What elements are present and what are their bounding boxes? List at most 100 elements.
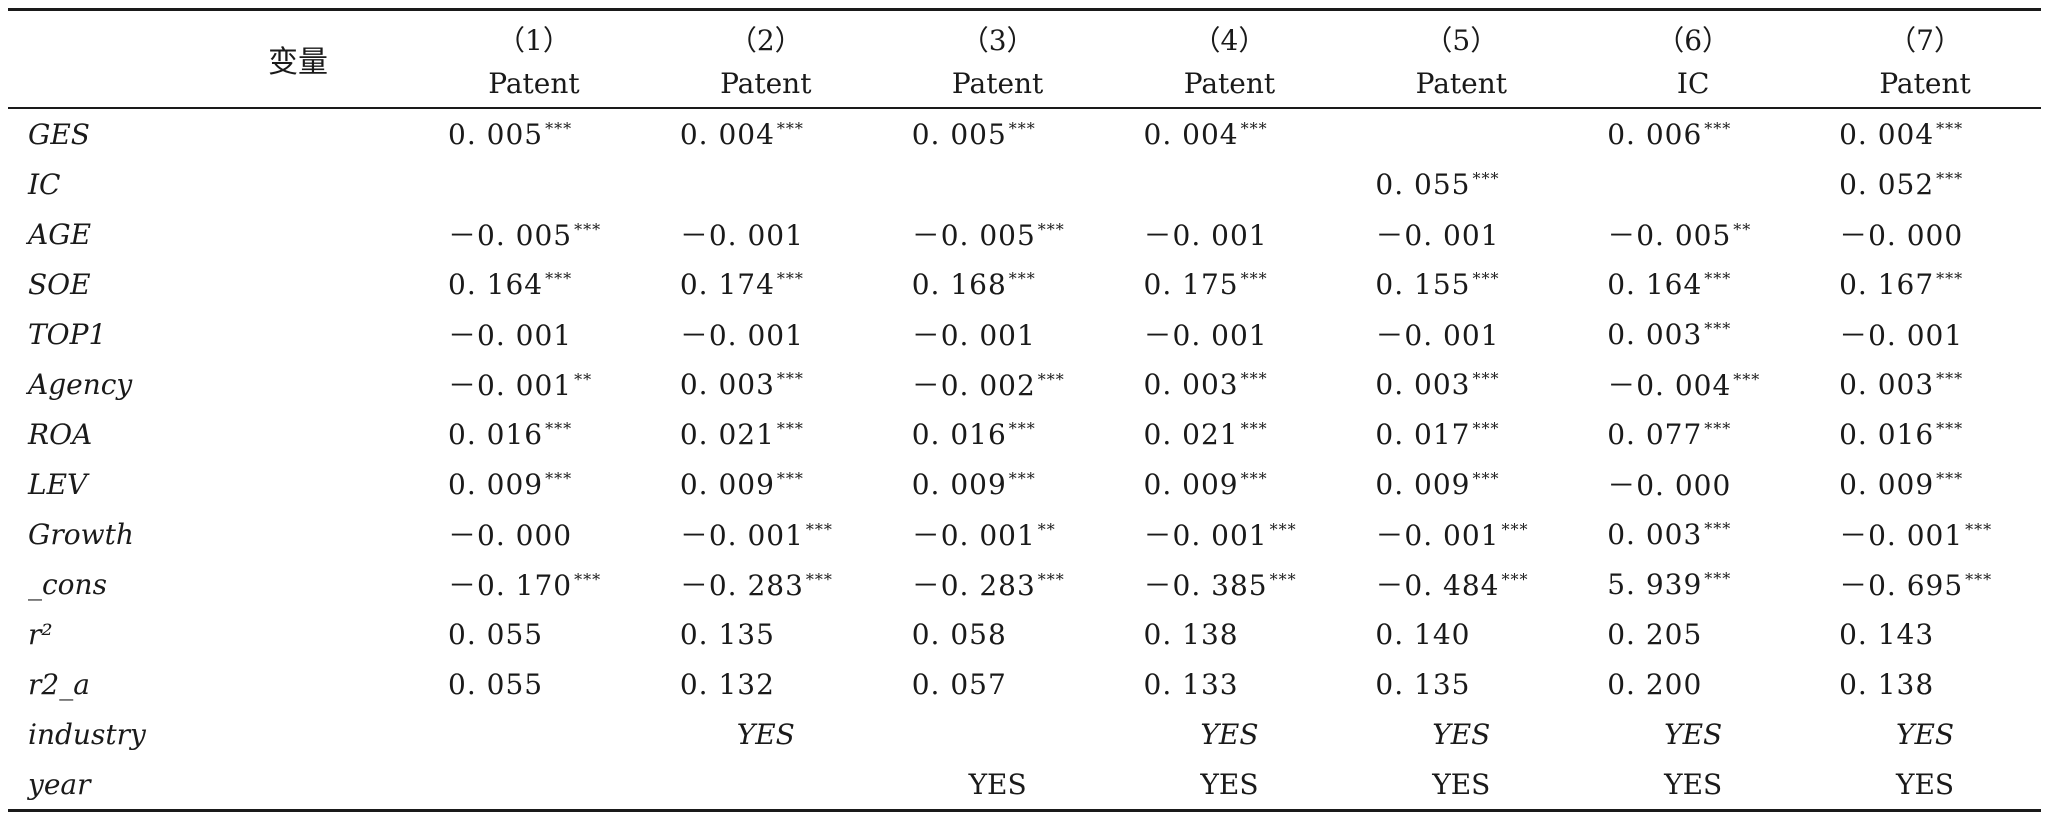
coefficient-value: －0. 005 xyxy=(1607,219,1732,252)
table-row-soe: SOE 0. 164 *** 0. 174 *** 0. 168 *** 0. 175 *** 0… xyxy=(8,259,2041,309)
significance-stars: *** xyxy=(1008,468,1036,488)
coefficient-cell: －0. 001 *** xyxy=(650,509,882,559)
significance-stars: *** xyxy=(1240,268,1268,288)
significance-stars: *** xyxy=(1037,570,1065,589)
table-row-top1: TOP1 －0. 001 －0. 001 －0. 001 －0. 001 －0. 001 0… xyxy=(8,309,2041,359)
significance-stars: *** xyxy=(805,520,833,539)
variable-name: LEV xyxy=(28,467,88,501)
coefficient-cell: －0. 000 xyxy=(1809,209,2041,259)
coefficient-cell: 0. 005 *** xyxy=(418,108,650,159)
coefficient-cell: 0. 009 *** xyxy=(1809,459,2041,509)
coefficient-cell: 0. 133 xyxy=(1114,659,1346,709)
table-row-agency: Agency －0. 001 ** 0. 003 *** －0. 002 *** 0. 003… xyxy=(8,359,2041,409)
coefficient-cell: 0. 057 xyxy=(882,659,1114,709)
significance-stars: ** xyxy=(1037,520,1056,539)
coefficient-cell: －0. 001 xyxy=(882,309,1114,359)
coefficient-value: 0. 005 xyxy=(911,117,1007,151)
coefficient-cell xyxy=(1114,159,1346,209)
coefficient-cell: 0. 021 *** xyxy=(1114,409,1346,459)
coefficient-value: 0. 004 xyxy=(679,117,775,151)
coefficient-value: 0. 052 xyxy=(1839,167,1935,201)
coefficient-value: 0. 138 xyxy=(1143,617,1239,651)
coefficient-cell: －0. 001 xyxy=(1114,209,1346,259)
coefficient-cell: 0. 132 xyxy=(650,659,882,709)
table-header: 变量 （1） （2） （3） （4） （5） （6） （7） Patent Pa… xyxy=(8,9,2041,108)
coefficient-value: －0. 001 xyxy=(1839,319,1964,352)
significance-stars: *** xyxy=(1733,370,1761,389)
coefficient-value: 0. 009 xyxy=(448,467,544,501)
coefficient-value: 0. 055 xyxy=(448,617,544,651)
variable-name: SOE xyxy=(28,267,91,301)
coefficient-value: －0. 001 xyxy=(1143,519,1268,552)
coefficient-value: －0. 000 xyxy=(448,519,573,552)
model-number-6: （6） xyxy=(1656,24,1731,57)
coefficient-cell: 5. 939 *** xyxy=(1577,559,1809,609)
significance-stars: *** xyxy=(1704,418,1732,438)
significance-stars: *** xyxy=(545,268,573,288)
header-row-model-numbers: 变量 （1） （2） （3） （4） （5） （6） （7） xyxy=(8,9,2041,80)
coefficient-cell: 0. 003 *** xyxy=(1577,309,1809,359)
coefficient-value: 0. 021 xyxy=(679,417,775,451)
coefficient-value: 0. 140 xyxy=(1375,617,1471,651)
coefficient-cell: 0. 016 *** xyxy=(882,409,1114,459)
significance-stars: ** xyxy=(1733,220,1752,239)
coefficient-cell: 0. 164 *** xyxy=(1577,259,1809,309)
significance-stars: *** xyxy=(1269,570,1297,589)
significance-stars: *** xyxy=(1008,418,1036,438)
coefficient-value: 0. 175 xyxy=(1143,267,1239,301)
coefficient-value: －0. 283 xyxy=(679,569,804,602)
coefficient-cell: 0. 006 *** xyxy=(1577,108,1809,159)
coefficient-value: 0. 003 xyxy=(1143,367,1239,401)
coefficient-cell: 0. 003 *** xyxy=(1809,359,2041,409)
fixed-effect-cell xyxy=(418,759,650,811)
coefficient-value: 0. 009 xyxy=(679,467,775,501)
coefficient-cell: 0. 055 xyxy=(418,609,650,659)
coefficient-cell xyxy=(418,159,650,209)
model-number-3: （3） xyxy=(960,24,1035,57)
coefficient-value: －0. 001 xyxy=(1375,319,1500,352)
coefficient-cell: 0. 174 *** xyxy=(650,259,882,309)
coefficient-cell: －0. 001 xyxy=(650,309,882,359)
significance-stars: *** xyxy=(1965,520,1993,539)
coefficient-cell: －0. 001 xyxy=(1809,309,2041,359)
significance-stars: *** xyxy=(776,118,804,138)
coefficient-cell: －0. 001 ** xyxy=(418,359,650,409)
coefficient-cell: 0. 164 *** xyxy=(418,259,650,309)
coefficient-cell: 0. 168 *** xyxy=(882,259,1114,309)
coefficient-cell: 0. 017 *** xyxy=(1345,409,1577,459)
significance-stars: *** xyxy=(1269,520,1297,539)
significance-stars: *** xyxy=(1472,418,1500,438)
coefficient-value: 0. 077 xyxy=(1607,417,1703,451)
coefficient-cell: －0. 283 *** xyxy=(650,559,882,609)
coefficient-value: 0. 135 xyxy=(1375,667,1471,701)
coefficient-value: 0. 205 xyxy=(1607,617,1703,651)
coefficient-cell: －0. 283 *** xyxy=(882,559,1114,609)
variable-name: Agency xyxy=(28,367,133,401)
coefficient-value: 0. 009 xyxy=(1143,467,1239,501)
variable-name: AGE xyxy=(28,217,92,251)
significance-stars: *** xyxy=(1240,418,1268,438)
coefficient-cell: －0. 005 *** xyxy=(882,209,1114,259)
coefficient-value: －0. 001 xyxy=(679,219,804,252)
significance-stars: *** xyxy=(1037,220,1065,239)
coefficient-value: 0. 200 xyxy=(1607,667,1703,701)
coefficient-value: －0. 484 xyxy=(1375,569,1500,602)
table-row-growth: Growth －0. 000 －0. 001 *** －0. 001 ** －0. 001 *… xyxy=(8,509,2041,559)
dependent-var-4: Patent xyxy=(1183,66,1276,100)
variable-name: GES xyxy=(28,117,90,151)
significance-stars: *** xyxy=(1240,368,1268,388)
coefficient-value: 0. 168 xyxy=(911,267,1007,301)
coefficient-cell: －0. 002 *** xyxy=(882,359,1114,409)
significance-stars: *** xyxy=(776,268,804,288)
fixed-effect-cell: YES xyxy=(1664,717,1723,751)
coefficient-value: 0. 055 xyxy=(1375,167,1471,201)
significance-stars: *** xyxy=(1472,268,1500,288)
coefficient-cell: －0. 484 *** xyxy=(1345,559,1577,609)
significance-stars: *** xyxy=(1008,118,1036,138)
significance-stars: ** xyxy=(574,370,593,389)
coefficient-value: －0. 000 xyxy=(1607,469,1732,502)
significance-stars: *** xyxy=(574,570,602,589)
coefficient-cell xyxy=(1577,159,1809,209)
coefficient-cell: －0. 004 *** xyxy=(1577,359,1809,409)
coefficient-value: 0. 016 xyxy=(911,417,1007,451)
